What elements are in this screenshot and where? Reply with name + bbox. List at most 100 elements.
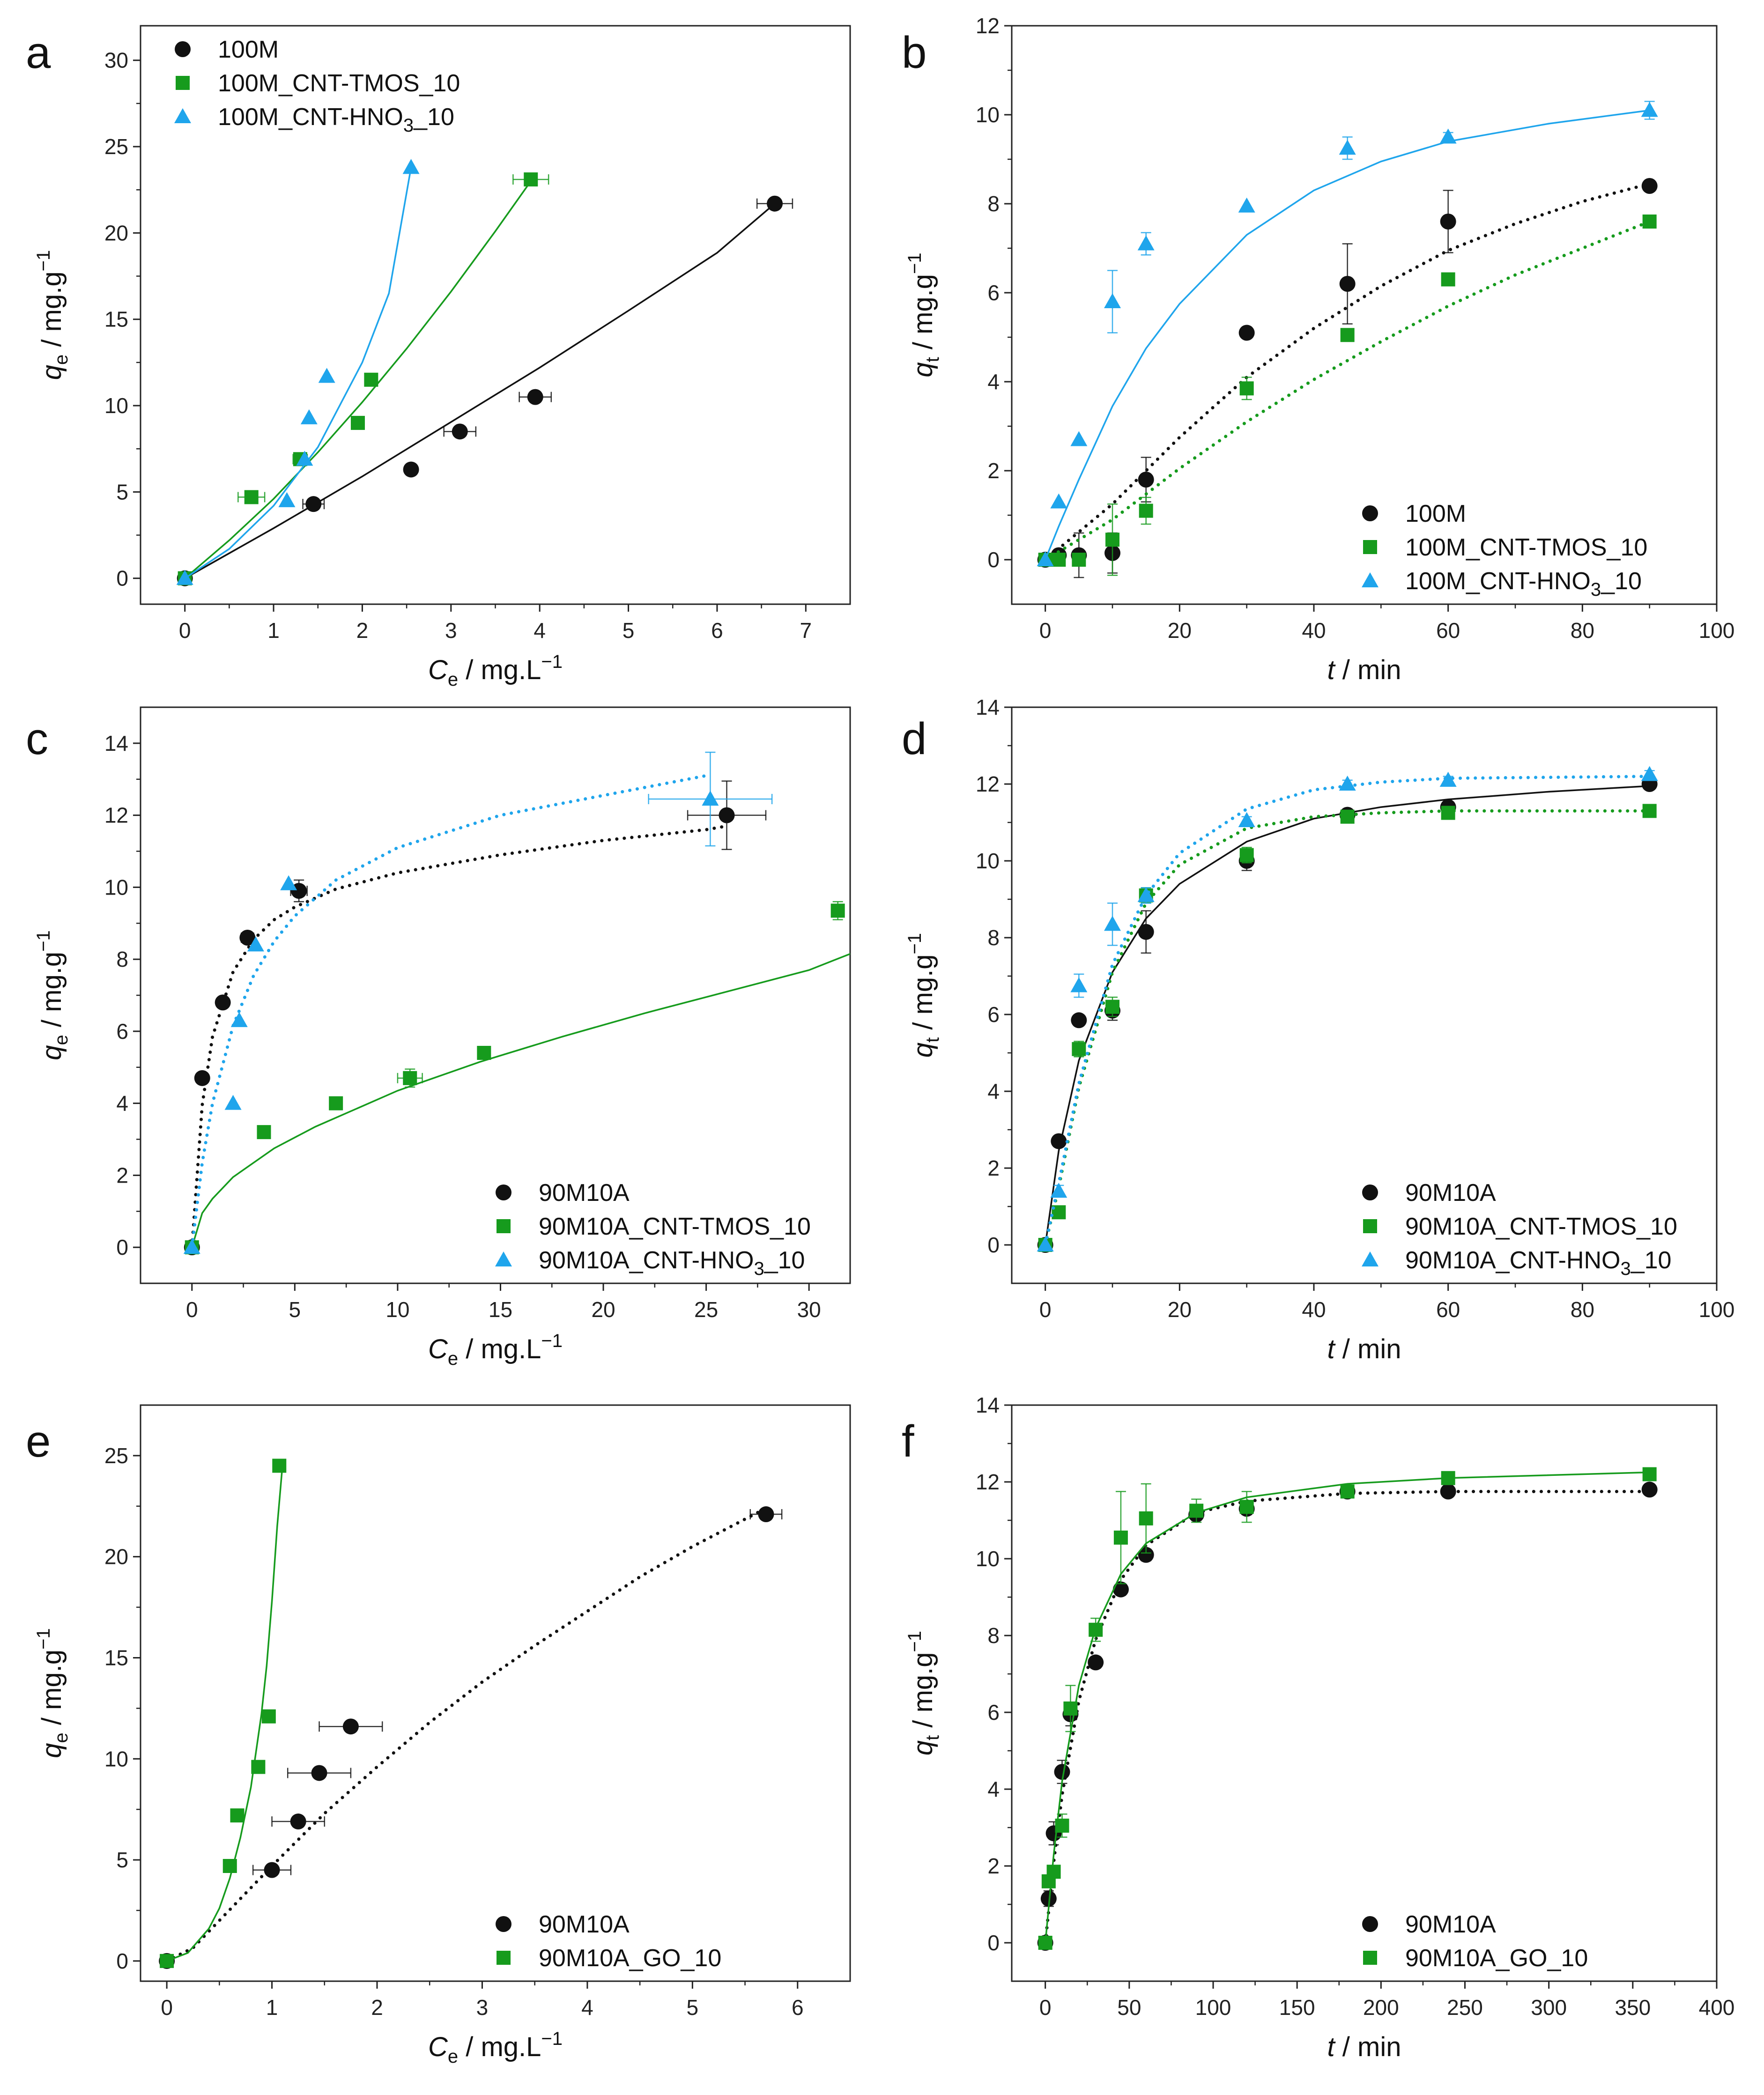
legend-label: 100M_CNT-HNO3_10 xyxy=(218,104,454,136)
legend-marker xyxy=(1362,505,1378,521)
data-point xyxy=(230,1012,248,1027)
data-point xyxy=(1139,1511,1153,1525)
x-tick-label: 40 xyxy=(1302,1297,1326,1322)
y-tick-label: 12 xyxy=(976,14,1000,38)
x-tick-label: 4 xyxy=(534,618,546,643)
legend: 100M 100M_CNT-TMOS_10 100M_CNT-HNO3_10 xyxy=(1362,500,1647,600)
legend-marker xyxy=(1362,1251,1379,1267)
data-point xyxy=(215,994,231,1011)
y-tick-label: 0 xyxy=(116,1949,128,1973)
x-tick-label: 2 xyxy=(356,618,369,643)
data-point xyxy=(1340,1484,1355,1499)
data-point xyxy=(452,423,468,440)
data-point xyxy=(1105,533,1119,547)
data-point xyxy=(1137,887,1155,902)
data-point xyxy=(1641,1481,1658,1498)
legend-label: 90M10A_CNT-TMOS_10 xyxy=(1405,1213,1677,1240)
legend-label: 100M xyxy=(1405,500,1466,527)
y-tick-label: 12 xyxy=(976,1470,1000,1494)
y-tick-label: 10 xyxy=(104,1747,128,1771)
y-tick-label: 14 xyxy=(976,695,1000,719)
legend-label: 90M10A_GO_10 xyxy=(539,1945,721,1972)
axis-label-subscript: e xyxy=(51,355,72,365)
data-point xyxy=(1071,1012,1087,1029)
x-axis-label: t / min xyxy=(1327,655,1401,685)
axis-label-subscript: e xyxy=(51,1035,72,1045)
y-tick-label: 20 xyxy=(104,1545,128,1569)
x-tick-label: 3 xyxy=(476,1995,489,2020)
axis-label-subscript: e xyxy=(448,2046,458,2067)
y-tick-label: 4 xyxy=(987,1079,1000,1103)
legend-label: 100M xyxy=(218,36,279,63)
legend-marker xyxy=(1363,540,1377,554)
axis-label-symbol: t xyxy=(1327,2032,1336,2062)
data-point xyxy=(1055,1818,1069,1833)
data-point xyxy=(1339,776,1356,791)
data-point xyxy=(1239,381,1254,396)
y-tick-label: 2 xyxy=(987,1854,1000,1878)
y-tick-label: 6 xyxy=(987,281,1000,305)
y-tick-label: 6 xyxy=(987,1002,1000,1027)
y-axis-label: qe / mg.g−1 xyxy=(33,250,72,380)
data-point xyxy=(1441,272,1455,287)
data-point xyxy=(1051,1133,1067,1149)
data-point xyxy=(702,791,719,806)
data-point xyxy=(1038,1936,1052,1950)
x-tick-label: 15 xyxy=(489,1297,512,1322)
x-tick-label: 0 xyxy=(161,1995,173,2020)
data-point xyxy=(1113,1530,1128,1545)
axis-label-unit: / mg.L xyxy=(458,655,541,685)
fit-curve xyxy=(184,202,776,579)
series-1 xyxy=(1037,178,1658,578)
data-point xyxy=(257,1125,271,1140)
y-axis-label: qt / mg.g−1 xyxy=(904,1631,943,1755)
series-3 xyxy=(176,159,420,585)
data-point xyxy=(364,372,378,387)
data-point xyxy=(1072,553,1086,567)
legend-label: 90M10A xyxy=(1405,1911,1496,1938)
data-point xyxy=(183,1239,200,1254)
panel-f: f 0 50 100 150 200 250 300 350 400 0 2 4 6 8 10 12 14 t / … xyxy=(902,1393,1734,2062)
x-tick-label: 400 xyxy=(1699,1995,1735,2020)
fit-curve xyxy=(1044,1490,1652,1945)
y-tick-label: 10 xyxy=(104,875,128,899)
axis-label-unit: / mg.g xyxy=(37,1650,67,1732)
axis-label-superscript: −1 xyxy=(541,1331,563,1351)
fit-curve xyxy=(1044,785,1651,1246)
y-tick-label: 10 xyxy=(104,393,128,418)
legend-label: 100M_CNT-TMOS_10 xyxy=(1405,534,1647,561)
data-point xyxy=(1641,766,1658,781)
data-point xyxy=(403,1071,417,1085)
axis-label-subscript: t xyxy=(922,357,943,362)
fit-curve xyxy=(1044,1471,1651,1944)
plot-frame xyxy=(1011,1404,1718,1982)
plot-frame xyxy=(1011,25,1718,605)
legend-marker xyxy=(175,41,191,57)
y-tick-label: 10 xyxy=(976,103,1000,127)
x-tick-label: 0 xyxy=(1039,618,1052,643)
data-point xyxy=(1439,771,1457,787)
x-tick-label: 250 xyxy=(1447,1995,1483,2020)
data-point xyxy=(305,496,322,512)
data-point xyxy=(230,1808,245,1823)
data-point xyxy=(1138,472,1154,488)
y-tick-label: 25 xyxy=(104,1444,128,1468)
axis-label-subscript: t xyxy=(922,1037,943,1043)
data-point xyxy=(296,451,313,466)
axis-label-symbol: t xyxy=(1327,1334,1336,1364)
data-point xyxy=(1050,1183,1067,1198)
y-tick-label: 0 xyxy=(116,566,128,591)
x-axis-label: t / min xyxy=(1327,1334,1401,1364)
data-point xyxy=(1072,1042,1086,1056)
fit-curve xyxy=(184,166,412,579)
data-point xyxy=(1104,916,1121,931)
x-tick-label: 5 xyxy=(623,618,635,643)
axis-label-symbol: q xyxy=(37,1045,67,1060)
data-point xyxy=(318,368,335,383)
data-point xyxy=(527,389,543,405)
y-axis-label: qe / mg.g−1 xyxy=(33,930,72,1060)
x-tick-label: 5 xyxy=(289,1297,301,1322)
data-point xyxy=(222,1859,237,1873)
y-tick-label: 8 xyxy=(987,192,1000,216)
